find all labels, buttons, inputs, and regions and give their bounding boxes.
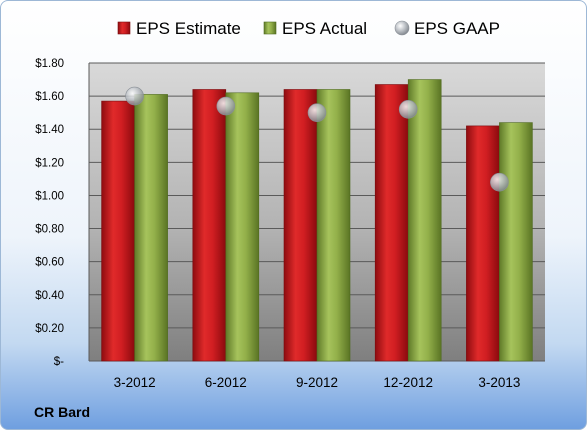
legend: EPS Estimate EPS Actual EPS GAAP — [117, 19, 500, 38]
actual-bar — [407, 79, 442, 362]
legend-swatch — [394, 20, 410, 36]
y-tick-label: $- — [54, 356, 64, 368]
y-tick-label: $1.80 — [35, 58, 64, 70]
legend-estimate: EPS Estimate — [117, 19, 241, 38]
estimate-bar — [374, 84, 409, 362]
actual-bar — [499, 122, 533, 362]
estimate-bar — [101, 100, 135, 362]
gaap-marker — [216, 96, 236, 116]
gaap-marker — [398, 100, 418, 119]
gaap-marker — [125, 86, 144, 106]
y-tick-label: $0.40 — [35, 290, 64, 302]
estimate-bar — [283, 89, 318, 362]
x-tick-label: 9-2012 — [296, 375, 338, 390]
y-tick-label: $1.40 — [35, 124, 64, 136]
y-tick-label: $1.00 — [35, 190, 64, 202]
y-tick-label: $0.60 — [35, 257, 64, 269]
gaap-marker — [307, 103, 327, 122]
company-label: CR Bard — [34, 404, 90, 420]
y-tick-label: $0.20 — [35, 323, 64, 335]
legend-swatch — [117, 21, 131, 35]
legend-label: EPS Actual — [282, 19, 367, 38]
estimate-bar — [192, 89, 227, 362]
x-tick-label: 3-2012 — [114, 375, 156, 390]
x-axis-labels: 3-2012 6-2012 9-2012 12-2012 3-2013 — [114, 375, 521, 390]
x-tick-label: 6-2012 — [205, 375, 247, 390]
actual-bar — [316, 89, 351, 362]
estimate-bar — [466, 125, 500, 362]
y-tick-label: $1.20 — [35, 157, 64, 169]
actual-bar — [225, 92, 260, 362]
bars — [101, 79, 533, 362]
y-tick-label: $0.80 — [35, 224, 64, 236]
legend-label: EPS GAAP — [414, 19, 500, 38]
actual-bar — [134, 94, 168, 362]
y-tick-label: $1.60 — [35, 91, 64, 103]
x-tick-label: 12-2012 — [383, 375, 433, 390]
legend-label: EPS Estimate — [136, 19, 241, 38]
gaap-markers — [125, 86, 509, 192]
y-axis-ticks: $- $0.20 $0.40 $0.60 $0.80 $1.00 $1.20 $1.40 $1.… — [35, 58, 64, 368]
gaap-marker — [490, 172, 509, 192]
legend-actual: EPS Actual — [263, 19, 367, 38]
x-tick-label: 3-2013 — [478, 375, 520, 390]
legend-gaap: EPS GAAP — [394, 19, 500, 38]
legend-swatch — [263, 21, 277, 35]
